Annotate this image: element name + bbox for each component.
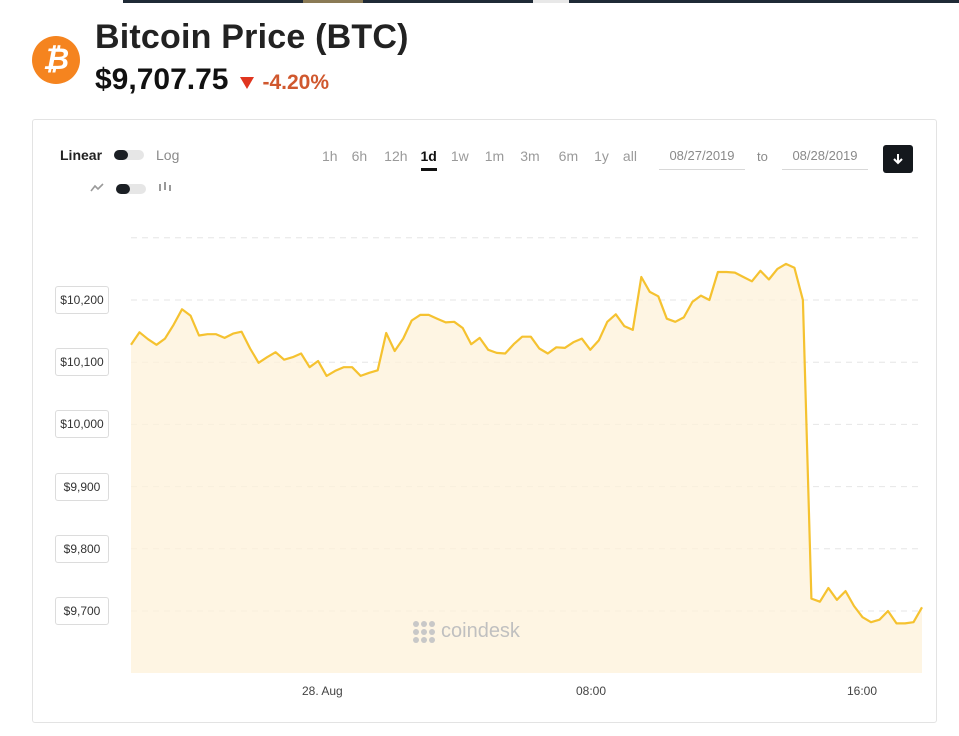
scale-switch[interactable] — [114, 150, 145, 160]
line-chart-icon[interactable] — [90, 181, 104, 196]
y-tick-label: $9,800 — [55, 534, 109, 563]
page-title: Bitcoin Price (BTC) — [95, 18, 409, 56]
time-range-tabs: 1h 6h 12h 1d 1w 1m 3m 6m 1y all — [322, 148, 647, 171]
down-arrow-icon — [240, 77, 255, 89]
candlestick-icon[interactable] — [158, 181, 172, 196]
scale-log-label[interactable]: Log — [156, 147, 180, 163]
range-tab-all[interactable]: all — [622, 148, 637, 164]
range-tab-1w[interactable]: 1w — [450, 148, 469, 164]
current-price: $9,707.75 — [95, 63, 229, 96]
scale-linear-label[interactable]: Linear — [60, 147, 103, 163]
top-strip — [123, 0, 959, 3]
x-tick-label: 08:00 — [576, 684, 607, 698]
date-to-field[interactable]: 08/28/2019 — [782, 142, 868, 170]
coindesk-watermark: coindesk — [413, 620, 520, 643]
range-tab-3m[interactable]: 3m — [520, 148, 540, 164]
range-tab-12h[interactable]: 12h — [384, 148, 408, 164]
bitcoin-logo-icon: ₿ — [32, 36, 80, 84]
y-tick-label: $9,700 — [55, 597, 109, 625]
y-tick-label: $9,900 — [55, 472, 109, 501]
top-strip-segment — [303, 0, 363, 3]
range-tab-1d[interactable]: 1d — [420, 148, 438, 171]
range-tab-1m[interactable]: 1m — [484, 148, 505, 164]
watermark-text: coindesk — [441, 620, 520, 642]
price-line — [130, 262, 923, 625]
date-from-field[interactable]: 08/27/2019 — [659, 142, 745, 170]
y-tick-label: $10,000 — [55, 410, 109, 439]
price-change-value: -4.20% — [262, 71, 330, 94]
y-tick-label: $10,200 — [55, 286, 109, 314]
range-tab-6m[interactable]: 6m — [558, 148, 579, 164]
switch-knob — [116, 183, 130, 194]
range-tab-1h[interactable]: 1h — [322, 148, 338, 164]
chart-type-toggle[interactable] — [90, 181, 172, 196]
date-to-label: to — [757, 149, 768, 164]
price-area — [131, 263, 922, 673]
range-tab-6h[interactable]: 6h — [351, 148, 368, 164]
price-row: $9,707.75 -4.20% — [95, 63, 329, 97]
download-button[interactable] — [883, 145, 913, 173]
coindesk-logo-icon — [413, 620, 435, 643]
price-change: -4.20% — [240, 71, 329, 95]
top-strip-segment — [533, 0, 569, 3]
y-tick-label: $10,100 — [55, 348, 109, 377]
chart-type-switch[interactable] — [116, 183, 146, 194]
scale-toggle[interactable]: Linear Log — [60, 147, 179, 163]
switch-knob — [114, 150, 129, 160]
download-icon — [893, 153, 903, 164]
range-tab-1y[interactable]: 1y — [594, 148, 609, 164]
x-tick-label: 16:00 — [847, 684, 878, 698]
x-tick-label: 28. Aug — [302, 684, 343, 698]
